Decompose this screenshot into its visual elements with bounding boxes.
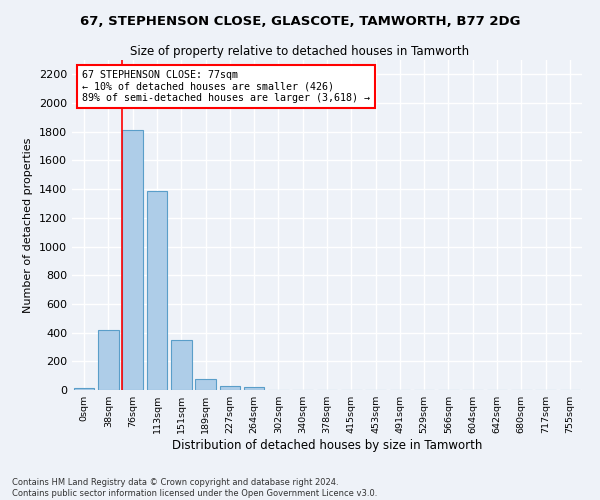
Text: 67 STEPHENSON CLOSE: 77sqm
← 10% of detached houses are smaller (426)
89% of sem: 67 STEPHENSON CLOSE: 77sqm ← 10% of deta… (82, 70, 370, 103)
Bar (244, 387, 265, 390)
Bar (171, 340, 191, 390)
Bar (122, 130, 143, 390)
Bar (220, 386, 240, 390)
Text: Contains HM Land Registry data © Crown copyright and database right 2024.
Contai: Contains HM Land Registry data © Crown c… (12, 478, 377, 498)
Bar (146, 190, 167, 390)
Y-axis label: Number of detached properties: Number of detached properties (23, 138, 34, 312)
X-axis label: Distribution of detached houses by size in Tamworth: Distribution of detached houses by size … (172, 439, 482, 452)
Bar (98, 330, 119, 390)
Bar (195, 378, 216, 390)
Text: 67, STEPHENSON CLOSE, GLASCOTE, TAMWORTH, B77 2DG: 67, STEPHENSON CLOSE, GLASCOTE, TAMWORTH… (80, 15, 520, 28)
Bar (74, 388, 94, 390)
Text: Size of property relative to detached houses in Tamworth: Size of property relative to detached ho… (130, 45, 470, 58)
